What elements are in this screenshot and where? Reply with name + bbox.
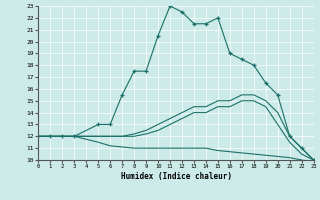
X-axis label: Humidex (Indice chaleur): Humidex (Indice chaleur): [121, 172, 231, 181]
